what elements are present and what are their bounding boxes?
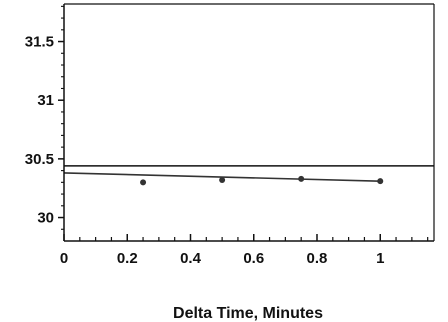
data-point [140,179,147,186]
y-tick-label: 31 [37,92,54,109]
x-tick-label: 1 [376,250,384,267]
x-tick-label: 0 [60,250,68,267]
data-point [377,178,384,185]
axes [58,3,435,242]
x-tick-label: 0.4 [180,250,202,267]
data-point [219,176,226,183]
y-tick-label: 30 [37,210,54,227]
data-points [140,175,384,186]
y-tick-label: 30.5 [25,151,54,168]
x-tick-label: 0.8 [307,250,328,267]
data-point [298,175,305,182]
x-tick-label: 0.6 [243,250,264,267]
x-tick-label: 0.2 [117,250,138,267]
x-axis-title: Delta Time, Minutes [173,305,323,322]
y-tick-label: 31.5 [25,34,54,51]
plot-area [64,4,434,241]
tick-labels: 0 0.2 0.4 0.6 0.8 1 30 30.5 31 31.5 [25,34,385,267]
